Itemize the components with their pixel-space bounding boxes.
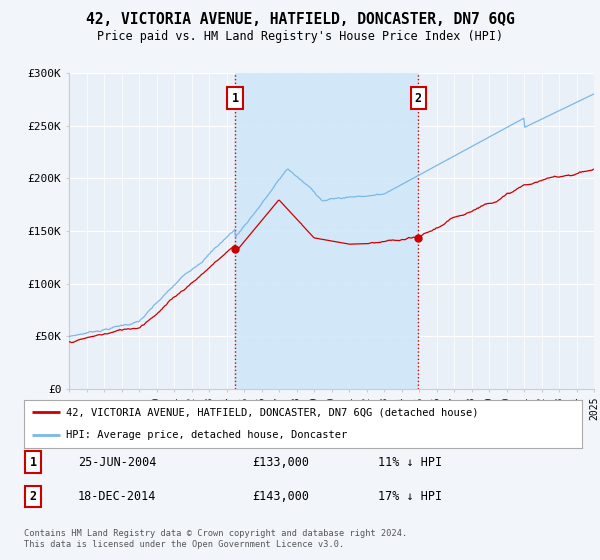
Text: 11% ↓ HPI: 11% ↓ HPI [378,455,442,469]
Text: 42, VICTORIA AVENUE, HATFIELD, DONCASTER, DN7 6QG: 42, VICTORIA AVENUE, HATFIELD, DONCASTER… [86,12,514,27]
Text: 2: 2 [415,92,422,105]
Text: 2: 2 [29,490,37,503]
Bar [235,73,418,389]
Text: £143,000: £143,000 [252,490,309,503]
Text: £133,000: £133,000 [252,455,309,469]
Text: 1: 1 [232,92,239,105]
Text: 42, VICTORIA AVENUE, HATFIELD, DONCASTER, DN7 6QG (detached house): 42, VICTORIA AVENUE, HATFIELD, DONCASTER… [66,407,478,417]
Text: 25-JUN-2004: 25-JUN-2004 [78,455,157,469]
Text: 1: 1 [29,455,37,469]
Text: 18-DEC-2014: 18-DEC-2014 [78,490,157,503]
Text: HPI: Average price, detached house, Doncaster: HPI: Average price, detached house, Donc… [66,430,347,440]
Text: 17% ↓ HPI: 17% ↓ HPI [378,490,442,503]
Text: Contains HM Land Registry data © Crown copyright and database right 2024.
This d: Contains HM Land Registry data © Crown c… [24,529,407,549]
Text: Price paid vs. HM Land Registry's House Price Index (HPI): Price paid vs. HM Land Registry's House … [97,30,503,43]
